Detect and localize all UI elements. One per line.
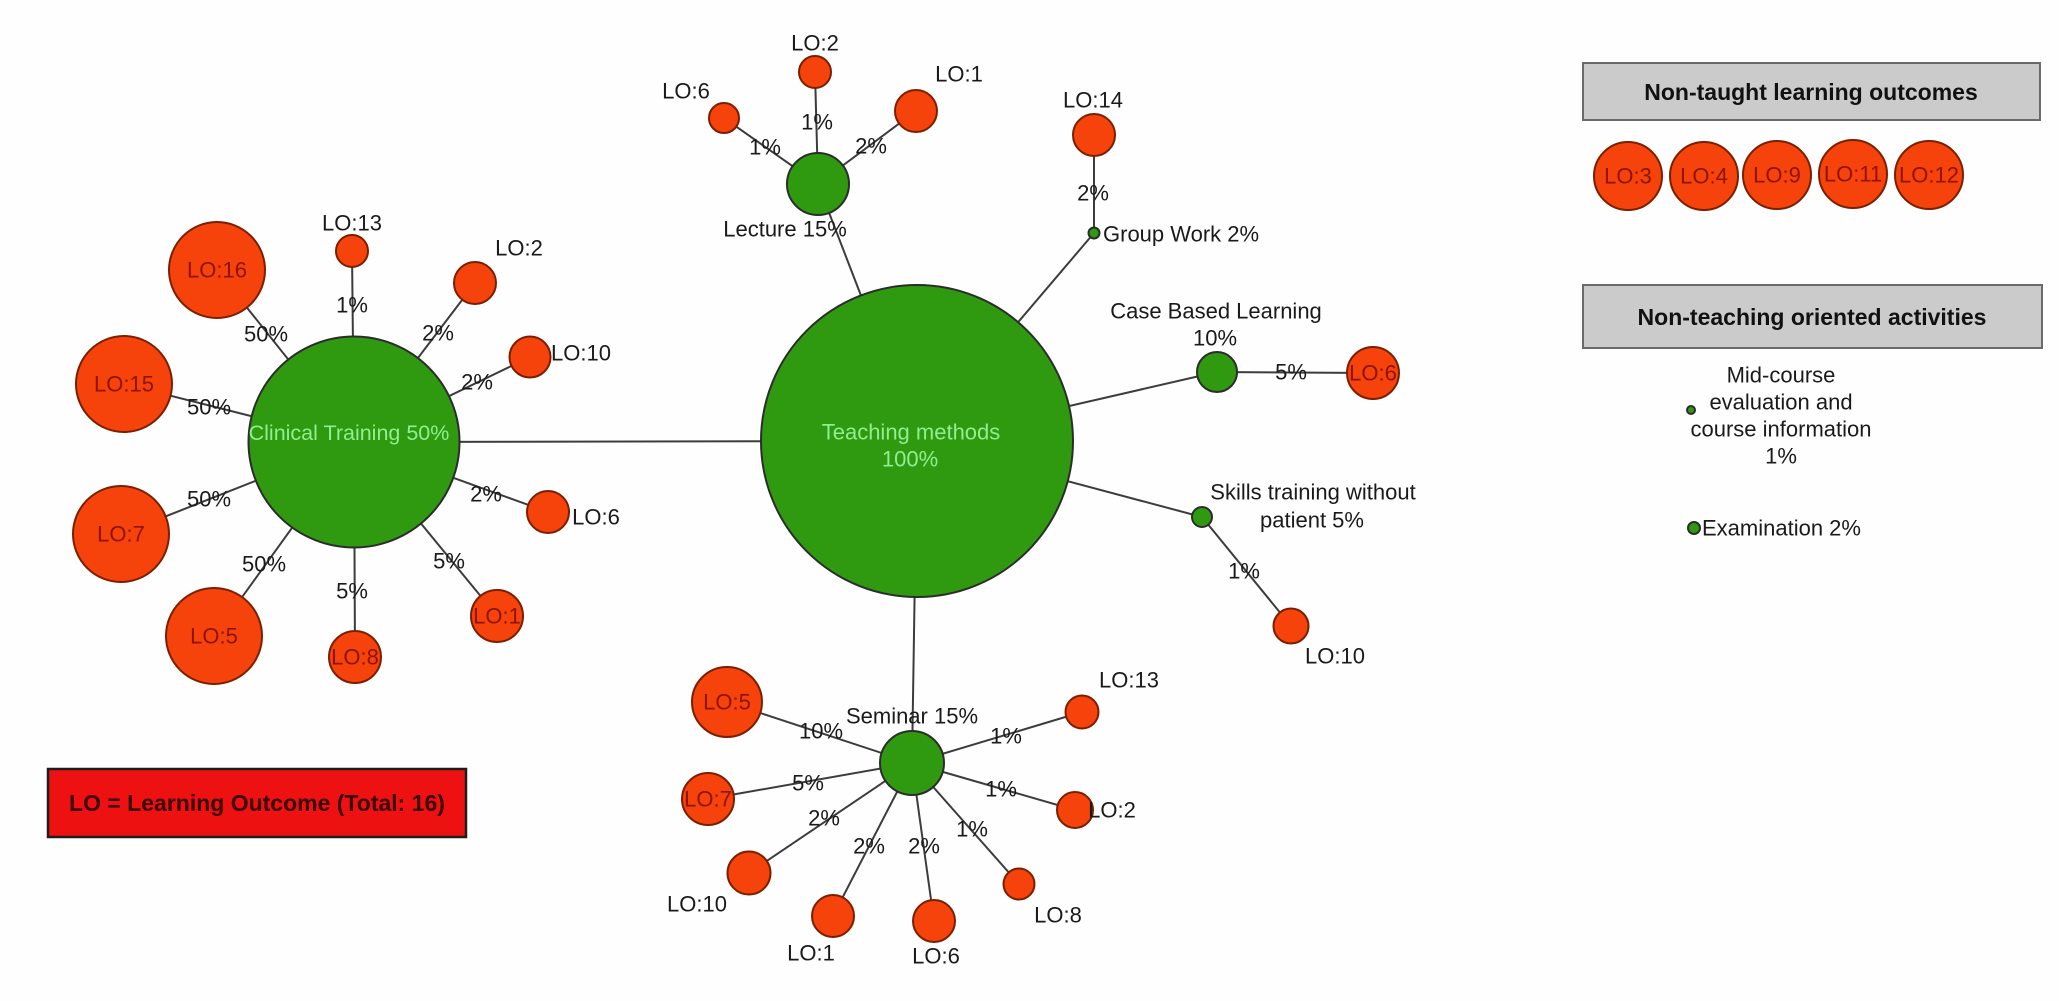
svg-text:10%: 10% xyxy=(799,719,843,744)
svg-text:LO:7: LO:7 xyxy=(684,787,732,812)
svg-text:LO:15: LO:15 xyxy=(94,372,154,397)
svg-text:Examination 2%: Examination 2% xyxy=(1702,516,1861,541)
svg-text:Non-teaching oriented activiti: Non-teaching oriented activities xyxy=(1638,304,1987,330)
svg-text:course information: course information xyxy=(1691,417,1872,442)
svg-text:LO:3: LO:3 xyxy=(1604,164,1652,189)
svg-text:1%: 1% xyxy=(336,293,368,318)
svg-text:LO:9: LO:9 xyxy=(1753,163,1801,188)
svg-text:1%: 1% xyxy=(749,135,781,160)
svg-text:1%: 1% xyxy=(985,777,1017,802)
svg-text:2%: 2% xyxy=(1077,181,1109,206)
svg-text:2%: 2% xyxy=(853,834,885,859)
svg-text:LO:1: LO:1 xyxy=(935,62,983,87)
svg-text:Mid-course: Mid-course xyxy=(1727,363,1836,388)
svg-text:1%: 1% xyxy=(801,110,833,135)
svg-text:LO:5: LO:5 xyxy=(703,690,751,715)
svg-text:LO:14: LO:14 xyxy=(1063,88,1123,113)
svg-text:LO:13: LO:13 xyxy=(1099,668,1159,693)
svg-text:1%: 1% xyxy=(990,724,1022,749)
svg-text:Lecture 15%: Lecture 15% xyxy=(723,217,847,242)
svg-text:LO:4: LO:4 xyxy=(1680,164,1728,189)
svg-text:LO:13: LO:13 xyxy=(322,211,382,236)
svg-text:2%: 2% xyxy=(470,482,502,507)
svg-text:Teaching methods: Teaching methods xyxy=(822,420,1001,445)
svg-text:Clinical Training 50%: Clinical Training 50% xyxy=(249,421,450,445)
svg-text:100%: 100% xyxy=(882,447,938,472)
svg-text:LO:6: LO:6 xyxy=(572,505,620,530)
svg-text:2%: 2% xyxy=(808,806,840,831)
svg-text:LO:2: LO:2 xyxy=(791,31,839,56)
svg-text:2%: 2% xyxy=(855,134,887,159)
svg-text:2%: 2% xyxy=(422,321,454,346)
svg-text:Group Work 2%: Group Work 2% xyxy=(1103,222,1259,247)
svg-text:2%: 2% xyxy=(908,834,940,859)
svg-text:LO = Learning Outcome (Total:: LO = Learning Outcome (Total: 16) xyxy=(69,790,445,816)
svg-text:LO:6: LO:6 xyxy=(662,79,710,104)
svg-text:LO:2: LO:2 xyxy=(1088,798,1136,823)
svg-text:LO:10: LO:10 xyxy=(551,341,611,366)
svg-text:LO:2: LO:2 xyxy=(495,236,543,261)
svg-text:Case Based Learning: Case Based Learning xyxy=(1110,299,1322,324)
svg-text:10%: 10% xyxy=(1193,326,1237,351)
svg-text:LO:6: LO:6 xyxy=(1349,361,1397,386)
svg-text:2%: 2% xyxy=(461,370,493,395)
svg-text:LO:10: LO:10 xyxy=(667,892,727,917)
svg-text:LO:8: LO:8 xyxy=(1034,903,1082,928)
svg-text:LO:16: LO:16 xyxy=(187,258,247,283)
svg-text:Non-taught learning outcomes: Non-taught learning outcomes xyxy=(1644,79,1978,105)
svg-text:5%: 5% xyxy=(1275,360,1307,385)
svg-text:5%: 5% xyxy=(433,549,465,574)
svg-text:1%: 1% xyxy=(956,817,988,842)
svg-text:5%: 5% xyxy=(336,579,368,604)
svg-text:LO:12: LO:12 xyxy=(1899,163,1959,188)
svg-text:LO:5: LO:5 xyxy=(190,624,238,649)
svg-text:LO:11: LO:11 xyxy=(1824,162,1882,187)
svg-text:evaluation and: evaluation and xyxy=(1709,390,1852,415)
svg-text:50%: 50% xyxy=(244,322,288,347)
svg-text:LO:10: LO:10 xyxy=(1305,644,1365,669)
svg-text:50%: 50% xyxy=(187,487,231,512)
svg-text:Seminar 15%: Seminar 15% xyxy=(846,704,978,729)
svg-text:50%: 50% xyxy=(187,395,231,420)
svg-text:LO:6: LO:6 xyxy=(912,944,960,969)
svg-text:patient 5%: patient 5% xyxy=(1260,508,1364,533)
svg-text:LO:1: LO:1 xyxy=(473,604,521,629)
svg-text:1%: 1% xyxy=(1765,444,1797,469)
svg-text:LO:8: LO:8 xyxy=(331,645,379,670)
svg-text:LO:1: LO:1 xyxy=(787,941,835,966)
svg-text:Skills training without: Skills training without xyxy=(1210,480,1415,505)
svg-text:1%: 1% xyxy=(1228,559,1260,584)
svg-text:LO:7: LO:7 xyxy=(97,522,145,547)
svg-text:5%: 5% xyxy=(792,771,824,796)
svg-text:50%: 50% xyxy=(242,552,286,577)
